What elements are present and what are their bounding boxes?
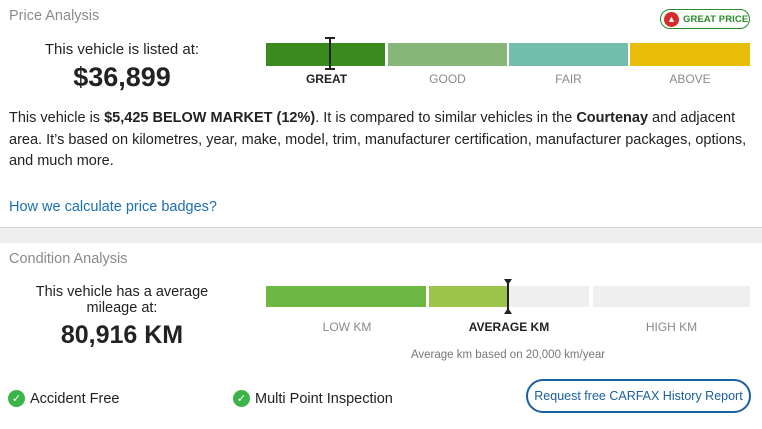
- km-note: Average km based on 20,000 km/year: [410, 349, 606, 361]
- below-market-amount: $5,425 BELOW MARKET (12%): [104, 110, 316, 126]
- km-segment-high: [593, 286, 750, 307]
- price-badges-link[interactable]: How we calculate price badges?: [9, 199, 217, 215]
- price-segment-fair: [509, 43, 628, 66]
- section-divider: [0, 227, 762, 243]
- condition-analysis-title: Condition Analysis: [9, 251, 128, 267]
- km-label-low: LOW KM: [322, 320, 372, 334]
- great-price-badge: ▲ GREAT PRICE: [660, 9, 750, 29]
- price-marker-cap-bottom: [325, 68, 335, 70]
- mileage-value: 80,916 KM: [60, 321, 184, 349]
- carfax-badge-icon: ▲: [664, 11, 679, 27]
- check-circle-icon: ✓: [233, 390, 250, 407]
- km-segment-low: [266, 286, 426, 307]
- feature-accident-free: ✓ Accident Free: [8, 390, 119, 407]
- listed-label: This vehicle is listed at:: [44, 41, 200, 58]
- feature-label: Multi Point Inspection: [255, 390, 393, 407]
- price-analysis-title: Price Analysis: [9, 8, 100, 24]
- km-segment-average-filled: [429, 286, 508, 307]
- km-marker-bottom: [504, 308, 512, 314]
- carfax-report-button[interactable]: Request free CARFAX History Report: [526, 379, 751, 413]
- km-label-average: AVERAGE KM: [468, 320, 550, 334]
- price-label-above: ABOVE: [669, 72, 711, 86]
- price-description: This vehicle is $5,425 BELOW MARKET (12%…: [9, 110, 747, 169]
- mileage-label: This vehicle has a average mileage at:: [35, 284, 209, 316]
- price-segment-good: [388, 43, 507, 66]
- location-name: Courtenay: [576, 110, 649, 126]
- feature-label: Accident Free: [30, 390, 120, 407]
- price-segment-above: [630, 43, 750, 66]
- listed-price: $36,899: [73, 62, 171, 92]
- km-segment-average-rest: [508, 286, 589, 307]
- price-label-good: GOOD: [429, 72, 466, 86]
- feature-multi-point-inspection: ✓ Multi Point Inspection: [233, 390, 393, 407]
- badge-label: GREAT PRICE: [683, 13, 749, 25]
- price-label-fair: FAIR: [555, 72, 582, 86]
- km-marker: [507, 281, 509, 312]
- check-circle-icon: ✓: [8, 390, 25, 407]
- km-label-high: HIGH KM: [645, 320, 698, 334]
- price-marker: [329, 37, 331, 70]
- price-label-great: GREAT: [305, 72, 348, 86]
- price-segment-great: [266, 43, 385, 66]
